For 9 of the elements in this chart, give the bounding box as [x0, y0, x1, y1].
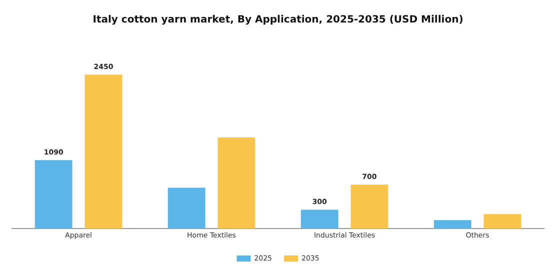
- bar: [218, 137, 256, 229]
- bar: [350, 184, 388, 229]
- chart-title: Italy cotton yarn market, By Application, 2025-2035 (USD Million): [92, 14, 464, 26]
- bar: [168, 188, 206, 229]
- bar: [484, 214, 522, 229]
- bar: [300, 210, 338, 229]
- bar: [434, 220, 472, 229]
- bar: [84, 74, 122, 229]
- bar: [34, 160, 72, 229]
